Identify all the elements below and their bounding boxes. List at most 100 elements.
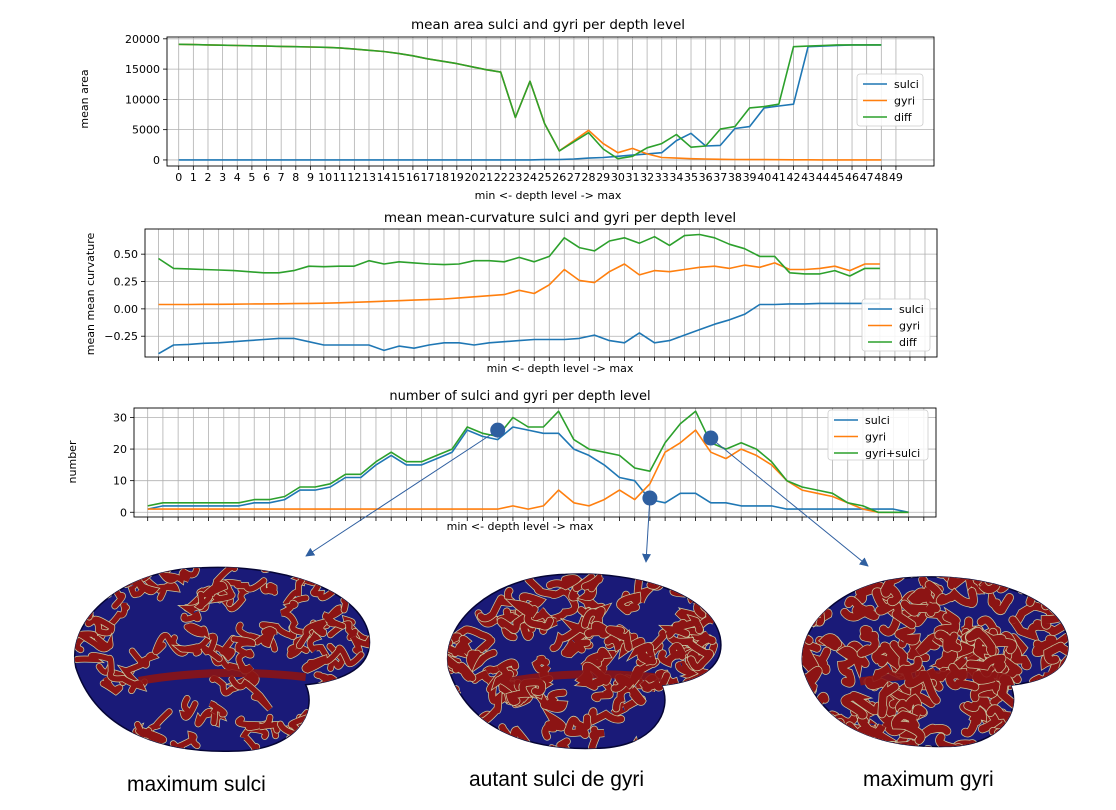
chart-mean-curvature: mean mean-curvature sulci and gyri per d… — [84, 210, 938, 375]
gyrus-edge — [675, 691, 714, 725]
gyrus-edge — [1021, 576, 1056, 581]
gyrus — [447, 580, 457, 602]
x-tick-label: 48 — [874, 171, 888, 184]
gyrus — [802, 576, 819, 616]
gyrus-edge — [1010, 730, 1045, 747]
gyrus-edge — [802, 726, 811, 742]
gyrus — [918, 745, 946, 747]
gyrus-edge — [1026, 721, 1061, 744]
series-line-diff — [178, 43, 882, 160]
gyrus-edge — [1045, 581, 1069, 603]
gyrus — [1018, 737, 1054, 747]
gyrus — [687, 727, 719, 749]
gyrus-edge — [802, 583, 809, 615]
gyrus-edge — [499, 574, 532, 583]
gyrus-edge — [802, 732, 846, 747]
gyrus-edge — [802, 692, 821, 719]
gyrus — [712, 662, 721, 696]
gyrus — [617, 592, 641, 615]
gyrus — [506, 678, 546, 706]
y-tick-label: 30 — [113, 411, 127, 424]
x-tick-label: 5 — [248, 171, 255, 184]
x-tick-label: 32 — [640, 171, 654, 184]
gyrus — [876, 731, 910, 747]
gyrus-edge — [1017, 737, 1055, 747]
x-tick-label: 30 — [611, 171, 625, 184]
gyrus — [134, 721, 167, 744]
gyrus — [1032, 721, 1068, 747]
gyrus — [581, 574, 603, 592]
gyrus-edge — [447, 579, 459, 603]
gyrus-edge — [802, 576, 820, 617]
gyrus-edge — [332, 567, 368, 574]
plot-frame — [166, 36, 935, 167]
annotation-arrows — [305, 422, 869, 567]
gyrus-edge — [627, 735, 663, 749]
gyrus — [130, 738, 161, 752]
gyrus-edge — [719, 657, 721, 678]
gyrus — [891, 711, 925, 745]
x-tick-label: 26 — [552, 171, 566, 184]
gyrus — [453, 574, 470, 577]
legend-label: diff — [894, 111, 912, 124]
x-tick-label: 21 — [479, 171, 493, 184]
gyrus — [802, 639, 821, 674]
gyrus — [323, 694, 356, 725]
gyrus — [654, 735, 707, 749]
gyrus-edge — [686, 727, 720, 749]
x-tick-label: 6 — [263, 171, 270, 184]
series-line-sulci — [147, 426, 909, 514]
gyrus — [341, 572, 370, 604]
x-tick-label: 19 — [450, 171, 464, 184]
gyrus-edge — [129, 737, 161, 752]
gyrus — [447, 675, 459, 697]
gyrus — [895, 656, 940, 704]
gyrus — [802, 597, 825, 626]
gyrus-edge — [671, 574, 707, 597]
gyrus-edge — [815, 576, 856, 594]
gyrus — [497, 608, 537, 634]
gyrus — [606, 626, 632, 651]
legend-label: diff — [899, 336, 917, 349]
annotation-marker — [642, 490, 658, 506]
gyrus — [179, 695, 198, 720]
gyrus-edge — [917, 745, 947, 747]
gyrus — [83, 567, 141, 575]
gyrus-edge — [834, 735, 870, 747]
gyrus — [673, 574, 706, 596]
gyrus — [989, 727, 1005, 747]
gyrus — [627, 643, 657, 666]
gyrus — [524, 575, 579, 624]
gyrus — [74, 652, 146, 694]
gyrus — [240, 726, 269, 752]
annotation-marker — [703, 430, 719, 446]
gyrus — [841, 596, 880, 621]
gyrus — [575, 662, 611, 690]
gyrus — [447, 654, 476, 682]
gyrus-edge — [683, 574, 710, 599]
gyrus — [845, 716, 896, 742]
gyrus — [85, 613, 115, 636]
y-tick-label: 20000 — [125, 33, 160, 46]
gyrus-edge — [37, 731, 63, 755]
x-tick-label: 8 — [292, 171, 299, 184]
x-tick-label: 44 — [816, 171, 830, 184]
gyrus — [37, 731, 63, 755]
x-tick-label: 28 — [582, 171, 596, 184]
gyrus — [1044, 642, 1069, 664]
y-tick-label: 20 — [113, 443, 127, 456]
gyrus-edge — [993, 728, 1032, 747]
gyrus — [466, 650, 484, 672]
legend-frame — [827, 409, 929, 461]
y-tick-label: 0 — [153, 154, 160, 167]
x-tick-label: 43 — [801, 171, 815, 184]
gyrus-edge — [348, 567, 370, 588]
gyrus — [936, 587, 978, 608]
gyrus — [262, 567, 302, 568]
gyrus — [363, 661, 370, 695]
gyrus — [802, 674, 811, 699]
gyrus — [477, 587, 516, 622]
gyrus — [280, 744, 328, 752]
y-axis-label: mean mean curvature — [84, 233, 97, 356]
gyrus — [500, 574, 532, 583]
